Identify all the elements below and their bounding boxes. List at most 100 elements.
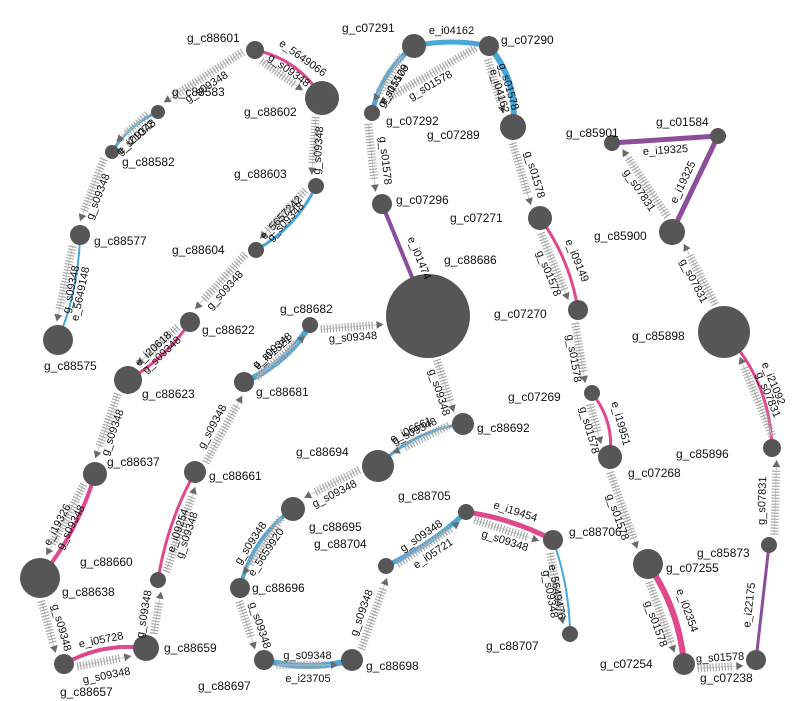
node-layer: [20, 34, 781, 675]
node-label-g_c88696: g_c88696: [252, 581, 305, 595]
arrow-a26: [395, 521, 460, 568]
arrow-a19: [433, 358, 456, 413]
node-label-g_c07290: g_c07290: [501, 33, 554, 47]
arrow-a40: [621, 149, 671, 219]
node-g_c88638[interactable]: [20, 558, 60, 598]
node-g_c07289[interactable]: [500, 114, 526, 140]
node-g_c88704[interactable]: [378, 558, 394, 574]
node-label-g_c07255: g_c07255: [666, 561, 719, 575]
node-g_c88601[interactable]: [246, 41, 264, 59]
node-g_c01584[interactable]: [710, 128, 726, 144]
arrow-a6: [308, 116, 320, 175]
node-g_c88583[interactable]: [151, 105, 165, 119]
node-g_c85898[interactable]: [698, 306, 750, 358]
arrow-a43: [770, 460, 781, 535]
node-g_c88694[interactable]: [362, 450, 394, 482]
arrow-label-a19: g_s09348: [426, 368, 452, 418]
node-g_c07238[interactable]: [746, 650, 766, 670]
node-g_c85896[interactable]: [763, 439, 781, 457]
arrow-a38: [645, 580, 676, 653]
node-label-g_c01584: g_c01584: [656, 115, 709, 129]
node-g_c07255[interactable]: [633, 549, 663, 579]
arrow-label-a32: g_s01578: [376, 136, 393, 185]
node-g_c07269[interactable]: [584, 385, 600, 401]
node-g_c88661[interactable]: [184, 461, 206, 483]
arrow-a5: [54, 245, 77, 322]
node-label-g_c85900: g_c85900: [594, 229, 647, 243]
arrow-label-a6: g_s09348: [311, 126, 326, 175]
node-g_c88604[interactable]: [248, 242, 264, 258]
node-g_c88692[interactable]: [452, 413, 474, 435]
arrow-a21: [303, 466, 362, 499]
node-g_c88686[interactable]: [386, 274, 470, 358]
arrow-label-a43: g_s07831: [756, 476, 770, 525]
arrow-a3: [115, 111, 151, 143]
node-g_c88698[interactable]: [341, 649, 363, 671]
node-g_c88681[interactable]: [234, 372, 254, 392]
node-g_c88697[interactable]: [254, 650, 274, 670]
node-label-g_c88681: g_c88681: [256, 385, 309, 399]
arrow-label-a10: g_s09348: [99, 408, 126, 458]
node-g_c88622[interactable]: [180, 312, 200, 332]
node-g_c07271[interactable]: [528, 206, 552, 230]
node-g_c85900[interactable]: [659, 219, 685, 245]
edge-label-e20: e_i09149: [562, 238, 590, 284]
arrow-a34: [537, 231, 570, 301]
node-g_c88695[interactable]: [281, 497, 305, 521]
node-label-g_c07291: g_c07291: [342, 21, 395, 35]
node-label-g_c07292: g_c07292: [386, 114, 439, 128]
arrow-label-a4: g_s09348: [84, 172, 113, 221]
node-g_c88696[interactable]: [230, 578, 250, 598]
arrow-a33: [508, 142, 533, 206]
edge-e13: [383, 509, 469, 569]
node-g_c88707[interactable]: [562, 626, 578, 642]
node-g_c85901[interactable]: [604, 135, 620, 151]
arrow-label-a24: g_s09348: [283, 650, 331, 662]
node-label-g_c88707: g_c88707: [486, 639, 539, 653]
node-label-g_c88582: g_c88582: [122, 155, 175, 169]
node-g_c88659[interactable]: [133, 635, 159, 661]
node-g_c07292[interactable]: [364, 105, 380, 121]
node-label-g_c85901: g_c85901: [566, 126, 619, 140]
node-g_c88660[interactable]: [150, 572, 166, 588]
arrow-label-a12: g_s09348: [49, 603, 74, 653]
node-label-g_c88694: g_c88694: [296, 445, 349, 459]
node-g_c88682[interactable]: [302, 317, 318, 333]
node-label-g_c88657: g_c88657: [60, 685, 113, 699]
node-g_c88603[interactable]: [308, 178, 324, 194]
arrow-a20: [392, 421, 451, 454]
node-label-g_c07238: g_c07238: [700, 671, 753, 685]
node-label-g_c07269: g_c07269: [508, 390, 561, 404]
node-label-g_c88659: g_c88659: [164, 641, 217, 655]
edge-e7: [156, 470, 197, 582]
node-label-g_c88682: g_c88682: [280, 302, 333, 316]
node-g_c07270[interactable]: [568, 300, 588, 320]
node-g_c07290[interactable]: [479, 36, 499, 56]
edge-label-e16: e_i04162: [429, 25, 474, 37]
node-label-g_c88601: g_c88601: [187, 31, 240, 45]
arrow-a9: [136, 323, 181, 366]
node-g_c88637[interactable]: [83, 462, 107, 486]
edge-e23: [609, 133, 721, 146]
node-label-g_c88698: g_c88698: [366, 659, 419, 673]
node-g_c07296[interactable]: [372, 194, 392, 214]
node-g_c88623[interactable]: [114, 366, 142, 394]
node-g_c88602[interactable]: [305, 81, 339, 115]
node-g_c07268[interactable]: [598, 445, 622, 469]
node-label-g_c88706: g_c88706: [569, 525, 622, 539]
arrow-a4: [78, 157, 108, 222]
node-g_c85873[interactable]: [761, 537, 777, 553]
node-g_c88577[interactable]: [70, 225, 90, 245]
node-g_c07254[interactable]: [673, 653, 695, 675]
node-label-g_c88695: g_c88695: [309, 520, 362, 534]
arrow-a14: [149, 591, 164, 635]
node-g_c88706[interactable]: [543, 530, 563, 550]
node-label-g_c85873: g_c85873: [697, 546, 750, 560]
node-g_c88657[interactable]: [54, 654, 74, 674]
node-g_c88575[interactable]: [43, 325, 73, 355]
arrow-label-a38: g_s01578: [642, 599, 670, 649]
node-g_c88705[interactable]: [458, 504, 474, 520]
node-g_c88582[interactable]: [105, 145, 119, 159]
node-label-g_c88705: g_c88705: [398, 489, 451, 503]
node-g_c07291[interactable]: [402, 34, 426, 58]
